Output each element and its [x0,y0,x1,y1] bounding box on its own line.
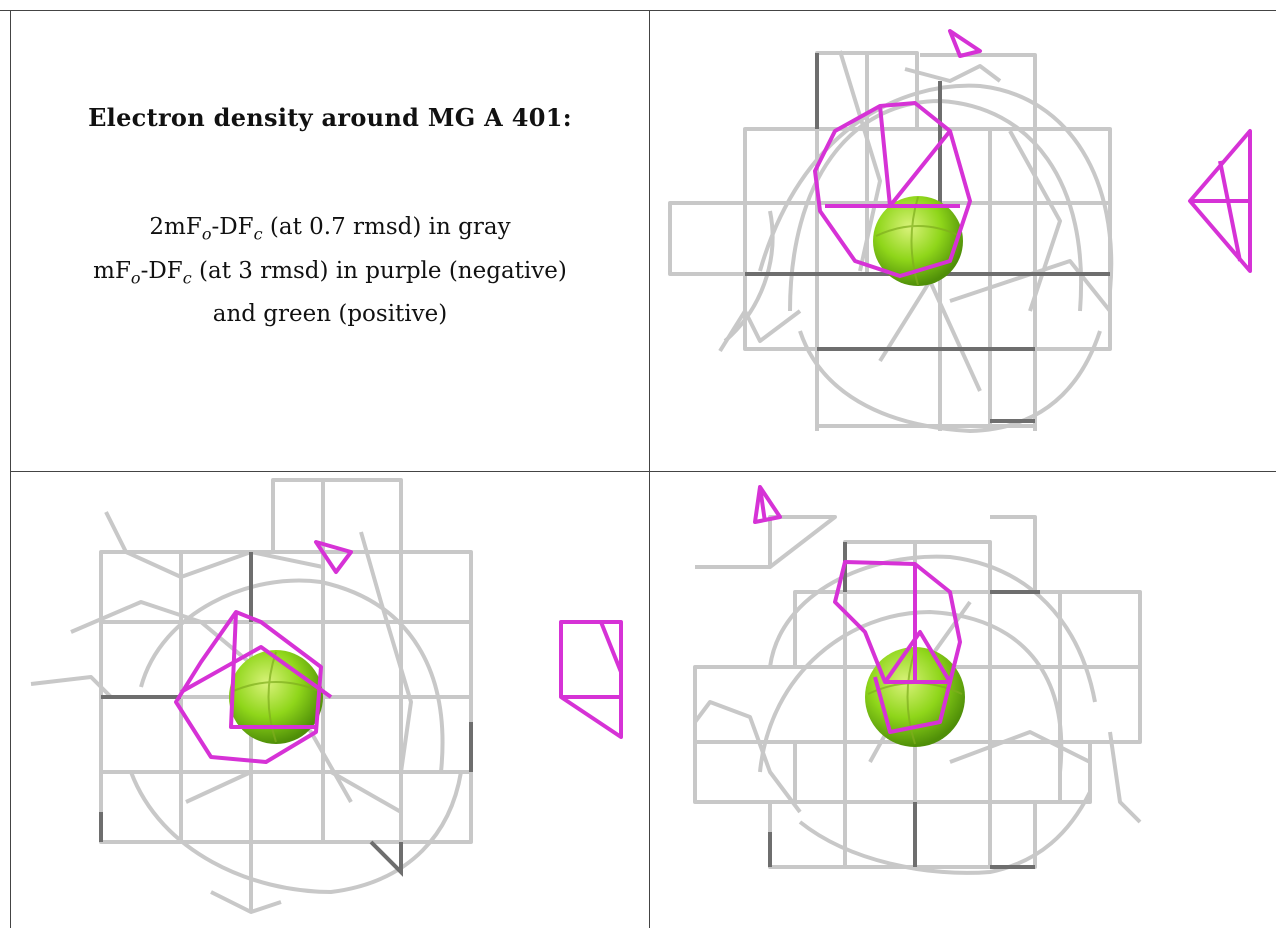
caption-line-3: and green (positive) [212,301,448,328]
purple-mesh [753,485,962,734]
caption-line-2: mFo-DFc (at 3 rmsd) in purple (negative) [93,257,567,288]
caption-description: 2mFo-DFc (at 0.7 rmsd) in gray mFo-DFc (… [11,209,649,332]
border-top [0,10,1276,11]
density-view-bottom-left [11,472,649,928]
purple-mesh [174,540,623,764]
density-mesh-svg [30,478,623,914]
border-middle-vertical [649,10,650,928]
mg-atom-sphere [229,650,323,744]
density-view-bottom-right [650,472,1276,928]
border-left [10,10,11,928]
gray-mesh-dark [99,552,473,877]
border-middle-horizontal [10,471,1276,472]
caption-cell: Electron density around MG A 401: 2mFo-D… [11,11,649,471]
density-mesh-svg [668,29,1252,433]
density-view-top-right [650,11,1276,471]
density-mesh-svg [693,485,1142,875]
caption-line-1: 2mFo-DFc (at 0.7 rmsd) in gray [149,214,511,244]
sphere-mesh [230,651,322,743]
caption-title: Electron density around MG A 401: [88,103,572,132]
purple-mesh [813,29,1252,278]
